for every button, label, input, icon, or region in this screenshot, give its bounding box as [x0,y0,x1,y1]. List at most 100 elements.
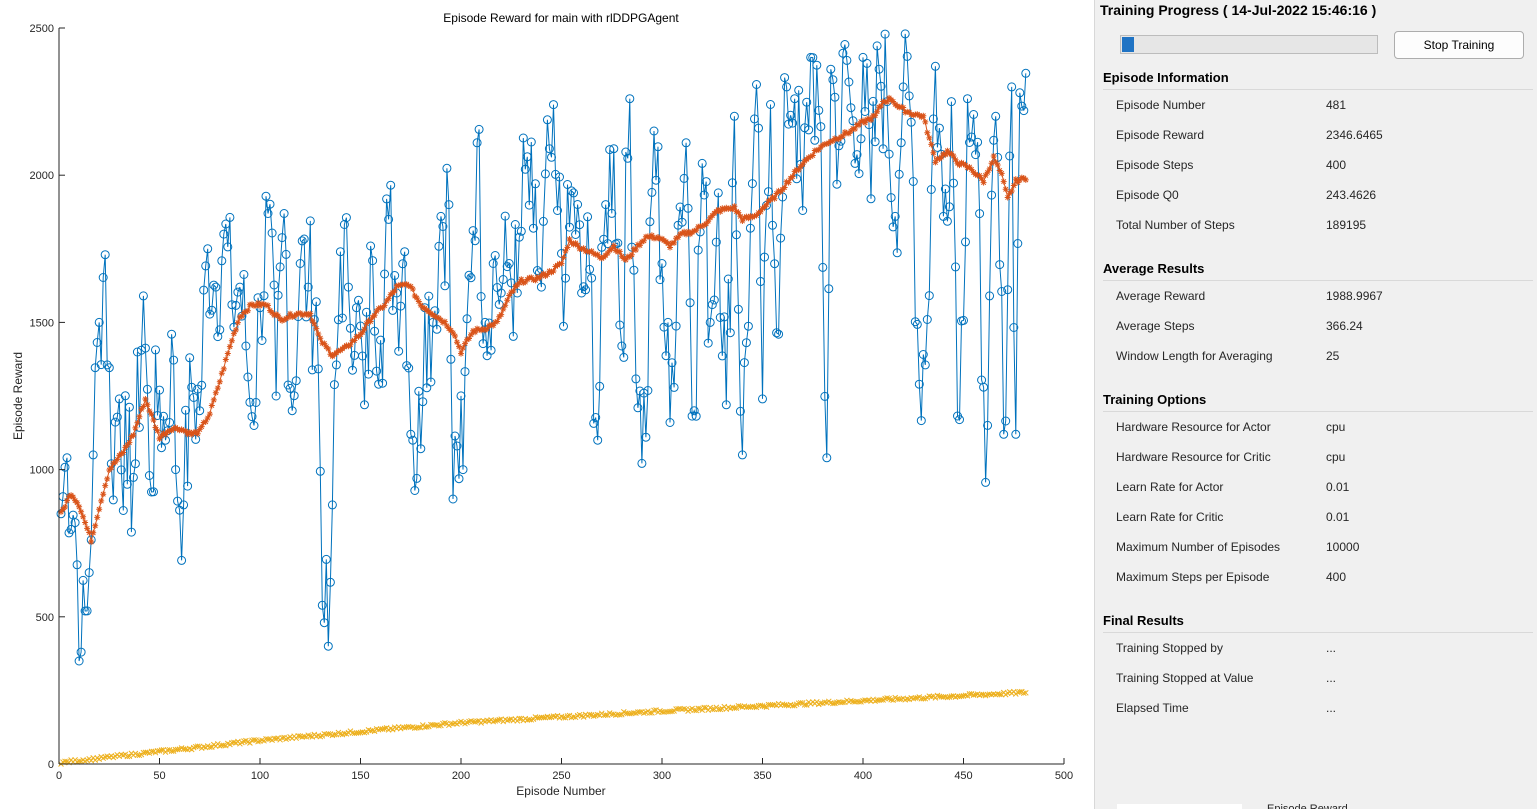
episode-reward-point [1003,285,1013,295]
average-reward-point [100,491,107,498]
episode-reward-point [820,391,830,401]
episode-reward-point [731,230,741,240]
average-reward-point [978,175,985,182]
episode-reward-point [436,211,446,221]
episode-reward-point [132,347,142,357]
episode-q0-point [265,736,271,742]
episode-q0-point [751,704,758,710]
episode-q0-point [164,747,171,753]
average-reward-point [433,314,440,321]
info-label: Training Stopped by [1116,641,1223,655]
average-reward-point [204,415,211,421]
episode-reward-point [297,236,307,246]
episode-reward-point [904,91,914,101]
episode-reward-point [72,560,82,570]
episode-reward-point [364,369,373,379]
x-tick-label: 450 [954,770,972,782]
episode-q0-point [194,743,201,750]
average-reward-point [279,317,286,324]
episode-reward-point [490,251,500,260]
average-reward-point [940,150,947,157]
episode-reward-point [185,353,195,363]
average-reward-point [938,154,945,161]
episode-reward-point [846,103,856,113]
episode-reward-point [358,351,367,361]
average-reward-point [62,504,68,510]
episode-reward-point [860,107,870,116]
info-row: Total Number of Steps 189195 [1103,210,1533,240]
average-reward-point [413,295,420,301]
episode-reward-point [828,75,838,85]
episode-reward-point [657,259,667,268]
episode-reward-point [959,315,968,325]
average-reward-point [864,116,870,123]
info-row: Hardware Resource for Actor cpu [1103,412,1533,442]
average-reward-point [765,197,772,204]
episode-q0-point [401,724,408,731]
average-reward-point [224,350,231,357]
episode-q0-point [789,702,796,709]
episode-reward-point [715,313,725,322]
episode-reward-point [1015,88,1025,98]
stop-training-button[interactable]: Stop Training [1394,31,1524,59]
average-reward-point [733,208,740,215]
average-reward-point [196,426,203,433]
average-reward-point [608,245,615,252]
episode-q0-point [474,718,480,725]
episode-reward-point [181,405,191,415]
average-reward-point [725,206,732,212]
x-tick-label: 500 [1055,770,1073,782]
episode-reward-point [770,259,780,269]
episode-q0-point [279,734,285,741]
episode-reward-point [66,524,76,534]
info-row: Episode Q0 243.4626 [1103,180,1533,210]
episode-q0-point [379,726,386,732]
average-reward-point [1012,176,1019,183]
episode-q0-point [361,729,368,736]
average-reward-point [560,254,567,261]
average-reward-point [558,260,565,267]
average-reward-point [443,322,450,329]
episode-reward-point [333,315,343,325]
average-reward-point [902,109,909,116]
episode-reward-point [888,222,898,232]
average-reward-point [950,153,957,159]
episode-reward-point [808,53,818,63]
average-reward-point [1008,188,1015,194]
episode-q0-point [731,705,738,711]
average-reward-point [763,201,770,208]
average-reward-point [809,152,816,159]
average-reward-point [829,137,836,144]
y-tick-label: 0 [48,759,54,771]
episode-reward-point [868,96,878,106]
episode-reward-point [764,187,773,197]
x-tick-label: 200 [452,770,470,782]
episode-reward-point [940,184,950,194]
average-reward-point [900,104,907,111]
average-reward-point [486,322,493,329]
average-reward-point [1000,178,1007,185]
average-reward-point [878,102,885,109]
average-reward-point [490,322,497,329]
average-reward-point [359,329,366,336]
average-reward-point [890,98,897,105]
episode-reward-point [289,391,299,401]
average-reward-point [138,406,145,413]
episode-reward-point [468,226,478,236]
average-reward-point [964,164,971,171]
axes-background [59,28,1064,764]
average-reward-point [464,336,470,343]
episode-reward-point [472,138,482,148]
episode-reward-point [78,575,88,585]
episode-q0-point [148,748,155,755]
episode-q0-point [126,753,133,760]
episode-reward-point [189,393,199,402]
episode-reward-point [946,97,956,107]
episode-reward-point [880,29,890,39]
info-value: 481 [1326,98,1347,112]
average-reward-point [500,306,507,313]
episode-reward-point [955,415,964,425]
y-axis-label: Episode Reward [11,352,25,440]
episode-reward-point [410,486,420,495]
episode-q0-point [830,700,836,707]
